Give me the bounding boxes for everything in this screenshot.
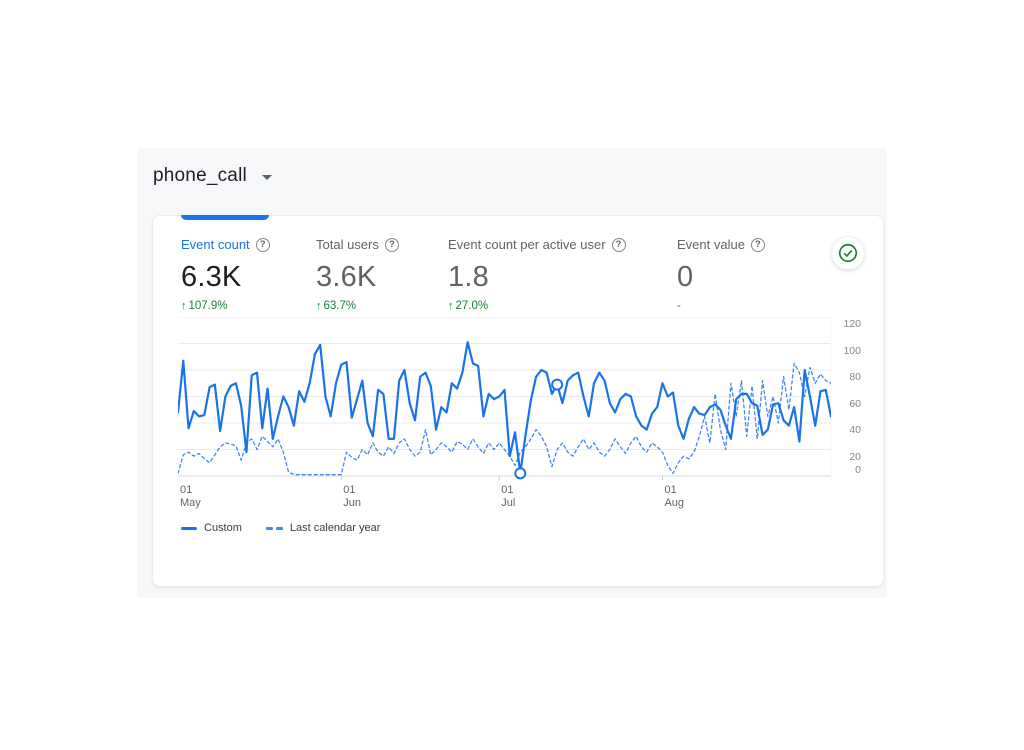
metric-tab-total-users[interactable]: Total users ? 3.6K ↑ 63.7% xyxy=(316,237,399,312)
x-axis-tick-label: 01 May xyxy=(180,484,201,509)
metric-delta: ↑ 27.0% xyxy=(448,300,489,312)
metric-label: Total users xyxy=(316,237,379,252)
metrics-card: Event count ? 6.3K ↑ 107.9% Total users ?… xyxy=(152,215,884,587)
metric-delta: - xyxy=(677,300,681,312)
metric-value: 6.3K xyxy=(181,261,242,293)
y-axis-labels: 120 100 80 60 40 20 0 xyxy=(837,216,861,496)
y-axis-tick-label: 0 xyxy=(855,464,861,476)
legend-item-custom: Custom xyxy=(181,522,242,534)
up-arrow-icon: ↑ xyxy=(181,300,187,312)
caret-down-icon xyxy=(261,174,272,180)
help-icon[interactable]: ? xyxy=(750,237,765,252)
chart-legend: Custom Last calendar year xyxy=(181,522,380,534)
y-axis-tick-label: 120 xyxy=(843,318,861,330)
up-arrow-icon: ↑ xyxy=(448,300,454,312)
page-title: phone_call xyxy=(153,165,247,186)
metric-tab-event-count[interactable]: Event count ? 6.3K ↑ 107.9% xyxy=(181,237,270,312)
x-axis-tick-label: 01 Jul xyxy=(501,484,516,509)
event-detail-panel: phone_call Event count ? 6.3K ↑ 107.9% To… xyxy=(137,148,887,598)
y-axis-tick-label: 20 xyxy=(849,450,861,463)
y-axis-tick-label: 40 xyxy=(849,424,861,436)
x-axis-labels: 01 May 01 Jun 01 Jul 01 Aug xyxy=(153,484,853,512)
y-axis-tick-label: 80 xyxy=(849,371,861,383)
timeseries-chart[interactable] xyxy=(176,316,833,485)
x-axis-tick-label: 01 Aug xyxy=(664,484,685,509)
metric-tab-event-count-per-active-user[interactable]: Event count per active user ? 1.8 ↑ 27.0% xyxy=(448,237,626,312)
metric-delta: ↑ 63.7% xyxy=(316,300,357,312)
legend-item-last-calendar-year: Last calendar year xyxy=(265,522,380,534)
dashed-line-swatch xyxy=(265,526,283,530)
chart-canvas[interactable] xyxy=(176,316,833,485)
selected-metric-indicator xyxy=(181,215,269,220)
up-arrow-icon: ↑ xyxy=(316,300,322,312)
help-icon[interactable]: ? xyxy=(255,237,270,252)
metric-value: 1.8 xyxy=(448,261,489,293)
help-icon[interactable]: ? xyxy=(384,237,399,252)
metric-label: Event count per active user xyxy=(448,237,606,252)
y-axis-tick-label: 60 xyxy=(849,397,861,410)
event-name-dropdown[interactable]: phone_call xyxy=(153,162,272,190)
check-circle-icon xyxy=(838,243,858,263)
metric-tab-event-value[interactable]: Event value ? 0 - xyxy=(677,237,765,312)
metric-delta: ↑ 107.9% xyxy=(181,300,228,312)
y-axis-tick-label: 100 xyxy=(843,344,861,357)
metric-label: Event count xyxy=(181,237,250,252)
metric-label: Event value xyxy=(677,237,745,252)
data-quality-button[interactable] xyxy=(831,236,865,270)
help-icon[interactable]: ? xyxy=(611,237,626,252)
metric-value: 0 xyxy=(677,261,694,293)
solid-line-swatch xyxy=(181,526,197,530)
x-axis-tick-label: 01 Jun xyxy=(343,484,361,509)
metric-value: 3.6K xyxy=(316,261,377,293)
